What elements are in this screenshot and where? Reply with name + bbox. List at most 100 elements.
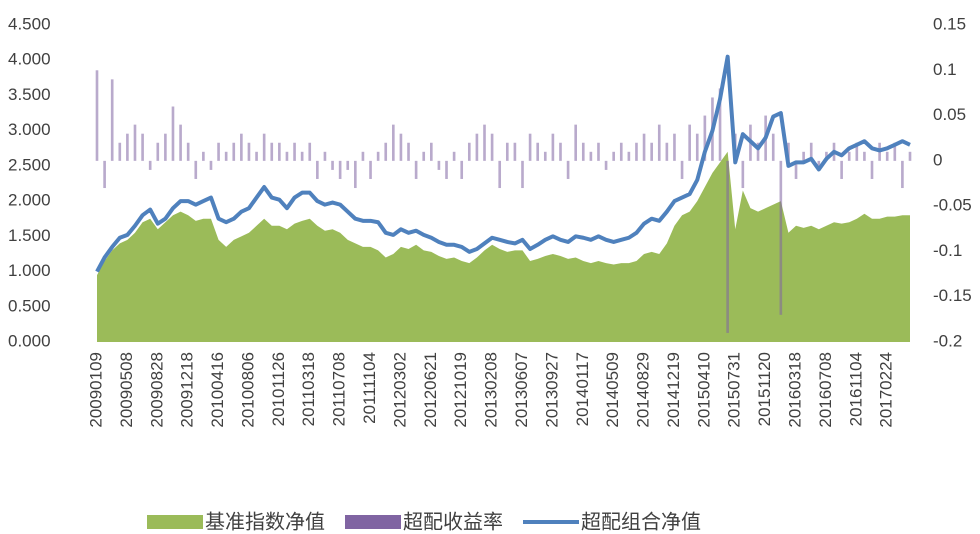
bar [148, 160, 152, 170]
bar [893, 142, 897, 161]
bar [194, 160, 198, 179]
bar [589, 151, 593, 161]
bar [369, 160, 372, 179]
bar [293, 142, 296, 161]
x-tick-label: 20160708 [816, 352, 835, 428]
bar [885, 151, 889, 161]
bar [574, 124, 577, 161]
bar [635, 142, 638, 161]
bar [270, 142, 274, 161]
bar [597, 142, 600, 161]
x-tick-label: 20120621 [421, 352, 440, 428]
x-tick-label: 20110708 [330, 352, 349, 426]
bar [118, 142, 122, 161]
bar [802, 151, 805, 161]
bar [437, 160, 441, 170]
y-tick-label: 1.500 [8, 226, 51, 245]
bar [103, 160, 106, 189]
bar [901, 160, 904, 189]
x-tick-label: 20090828 [147, 352, 166, 428]
legend-label: 超配收益率 [403, 510, 503, 533]
bar [133, 124, 137, 161]
bar [619, 142, 623, 161]
bar [604, 160, 608, 170]
bar [863, 151, 866, 161]
x-tick-label: 20090109 [86, 352, 105, 428]
bar [164, 133, 167, 161]
bar [316, 160, 319, 179]
bar [855, 142, 859, 161]
bar [247, 142, 251, 161]
bar [331, 160, 334, 170]
bar [688, 124, 691, 161]
legend-swatch [147, 515, 203, 529]
x-tick-label: 20140117 [573, 352, 592, 426]
bar [95, 70, 99, 161]
bar [490, 133, 494, 161]
bar [475, 133, 479, 161]
bar [255, 151, 258, 161]
bar [209, 160, 213, 170]
bar [505, 142, 509, 161]
bar [483, 124, 486, 161]
bar [559, 142, 562, 161]
x-tick-label: 20130208 [482, 352, 501, 428]
bar [794, 160, 798, 179]
y2-tick-label: 0.1 [933, 60, 957, 79]
x-tick-label: 20140829 [634, 352, 653, 428]
bar [240, 133, 243, 161]
bar [407, 142, 410, 161]
bar [718, 88, 722, 161]
bar [452, 151, 456, 161]
bar [217, 142, 220, 161]
y-tick-label: 3.000 [8, 120, 51, 139]
bar [171, 106, 175, 161]
x-tick-label: 20150731 [725, 352, 744, 428]
bar [551, 133, 555, 161]
bar [399, 133, 403, 161]
y-tick-label: 3.500 [8, 85, 51, 104]
bar [110, 79, 114, 161]
bar [361, 151, 365, 161]
bar [528, 133, 532, 161]
y2-tick-label: -0.05 [933, 196, 972, 215]
x-tick-label: 20130607 [512, 352, 531, 428]
x-tick-label: 20120302 [390, 352, 409, 428]
bar [870, 160, 874, 179]
bar [581, 142, 585, 161]
bar [141, 133, 144, 161]
bar [695, 133, 699, 161]
bar [308, 142, 312, 161]
y2-tick-label: -0.1 [933, 241, 962, 260]
bar [126, 133, 129, 161]
bar [908, 151, 912, 161]
bar [513, 142, 517, 161]
x-tick-label: 20100416 [208, 352, 227, 428]
x-tick-label: 20090508 [117, 352, 136, 428]
y-tick-label: 4.000 [8, 50, 51, 69]
x-tick-label: 20111104 [360, 352, 379, 424]
x-tick-label: 20091218 [178, 352, 197, 428]
bar [467, 142, 471, 161]
legend-swatch [345, 515, 401, 529]
y-tick-label: 0.000 [8, 331, 51, 350]
bar [232, 142, 236, 161]
bar [262, 133, 266, 161]
x-tick-label: 20161104 [846, 352, 865, 426]
bar [726, 160, 729, 333]
bar [338, 160, 342, 179]
x-tick-label: 20151120 [755, 352, 774, 426]
y2-tick-label: 0.15 [933, 14, 966, 33]
bar [650, 142, 653, 161]
bar [612, 151, 615, 161]
bar [536, 142, 540, 161]
y-tick-label: 2.500 [8, 155, 51, 174]
bar [300, 151, 304, 161]
legend-label: 超配组合净值 [581, 510, 701, 533]
bar [179, 124, 182, 161]
y2-tick-label: -0.2 [933, 331, 962, 350]
y2-tick-label: 0.05 [933, 105, 966, 124]
bar [414, 160, 418, 179]
bar [156, 142, 160, 161]
